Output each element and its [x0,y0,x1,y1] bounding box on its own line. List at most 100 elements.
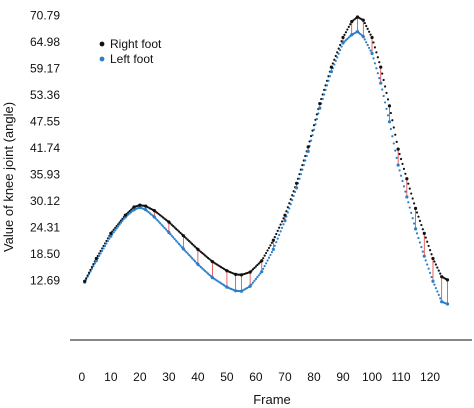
x-tick-label: 20 [133,370,147,384]
left-foot-trail-point [378,77,381,80]
left-foot-trail-point [204,269,207,273]
right-foot-trail-point [395,140,398,144]
right-foot-trail-point [369,33,372,36]
right-foot-trail-point [267,246,271,250]
left-foot-trail-point [150,213,153,216]
right-foot-trail-point [437,269,440,272]
left-foot-trail-point [383,101,387,104]
left-foot-trail-point [327,79,330,82]
left-foot-trail-point [102,247,105,250]
left-foot-trail-point [376,72,379,75]
y-tick-label: 24.31 [30,220,60,234]
right-foot-point [370,35,374,40]
left-foot-trail-point [122,217,125,221]
left-foot-trail-point [381,88,384,91]
x-tick-labels: 0 10 20 30 40 50 60 70 80 90 100 110 120 [78,370,440,384]
right-foot-point [144,204,148,208]
left-foot-trail-point [437,293,440,296]
left-foot-trail-point [339,49,342,52]
x-tick-label: 80 [307,370,321,384]
right-foot-point [413,206,418,210]
left-foot-trail-point [289,203,292,206]
left-foot-trail-point [421,250,424,253]
left-foot-point [196,262,200,266]
left-foot-point [431,279,435,283]
left-foot-point [361,35,365,39]
left-foot-trail-point [130,211,133,214]
right-foot-point [196,247,200,251]
right-foot-trail-point [87,271,91,274]
left-foot-trail-point [428,271,432,274]
left-foot-trail-point [340,45,343,48]
left-foot-trail-point [394,149,397,152]
left-foot-trail-point [368,46,371,49]
right-foot-point [440,275,444,279]
left-foot-trail-point [267,256,271,259]
left-foot-trail-point [205,271,208,274]
right-foot-trail-point [372,41,375,44]
left-foot-trail-point [263,264,266,268]
right-foot-trail-point [273,236,276,239]
left-foot-trail-point [176,241,179,244]
left-foot-point [370,51,374,56]
left-foot-trail-point [286,211,289,214]
left-foot-trail-point [185,250,188,254]
left-foot-trail-point [407,201,410,204]
left-foot-point [329,70,333,74]
right-foot-trail-point [427,244,430,248]
left-foot-point [294,186,299,190]
right-foot-point [210,260,215,264]
left-foot-trail-point [92,264,95,268]
right-foot-trail-point [365,24,368,28]
left-foot-trail-point [402,185,406,188]
right-foot-point [341,35,345,40]
x-tick-label: 50 [220,370,234,384]
right-foot-trail-point [257,262,260,265]
left-foot-trail-point [382,94,385,98]
left-foot-trail-point [411,217,414,220]
right-foot-trail-point [275,232,278,236]
left-foot-trail-point [208,273,211,277]
right-foot-trail-point [420,223,423,227]
right-foot-trail-point [266,249,269,252]
left-foot-point [152,215,156,219]
left-foot-point [167,230,171,235]
left-foot-trail-point [426,263,429,266]
right-foot-trail-point [339,43,342,47]
right-foot-point [138,203,142,207]
y-tick-label: 47.55 [30,115,60,129]
left-foot-trail-point [172,236,175,239]
left-foot-trail-point [161,225,165,228]
y-tick-label: 59.17 [30,62,60,76]
right-foot-trail-point [398,152,401,156]
right-foot-trail-point [402,167,406,170]
right-foot-trail-point [170,223,173,226]
right-foot-trail-point [177,230,181,233]
y-tick-label: 35.93 [30,167,60,181]
left-foot-point [210,275,215,280]
legend-label-right-foot: Right foot [110,37,162,51]
right-foot-trail-point [254,265,258,268]
left-foot-trail-point [420,245,423,249]
right-foot-trail-point [386,98,390,101]
left-foot-trail-point [346,37,349,40]
right-foot-trail-point [344,31,348,34]
right-foot-trail-point [279,223,282,226]
right-foot-point [271,238,275,242]
left-foot-trail-point [415,232,419,235]
right-foot-trail-point [185,237,188,240]
left-foot-trail-point [439,297,442,300]
right-foot-trail-point [430,253,433,256]
left-foot-trail-point [276,237,279,240]
right-foot-trail-point [256,263,259,267]
left-foot-trail-point [106,239,110,243]
left-foot-trail-point [395,156,398,159]
right-foot-trail-point [189,241,192,244]
right-foot-point [422,231,426,235]
left-foot-trail-point [375,67,378,70]
left-foot-trail-point [372,57,375,60]
right-foot-trail-point [347,25,350,28]
right-foot-trail-point [336,51,339,54]
left-foot-point [234,289,238,293]
y-axis-label: Value of knee joint (angle) [1,102,16,252]
